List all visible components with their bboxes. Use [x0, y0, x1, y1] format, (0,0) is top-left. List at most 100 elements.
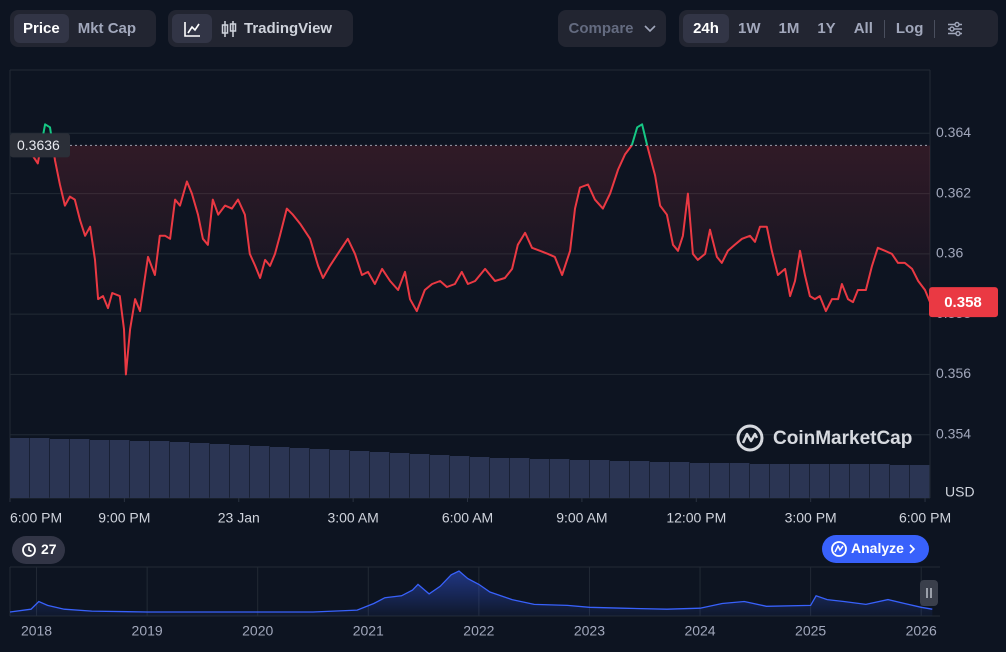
volume-bar — [290, 448, 310, 498]
analyze-icon-mark — [834, 544, 844, 553]
volume-bar — [750, 464, 770, 498]
baseline-tag — [10, 133, 70, 158]
volume-bar — [430, 455, 450, 498]
history-badge-bg[interactable] — [12, 536, 65, 564]
volume-bar — [70, 439, 90, 498]
overview-handle[interactable] — [920, 580, 938, 606]
chart-style-group: TradingView — [168, 10, 353, 47]
overview-year-label: 2024 — [684, 623, 715, 639]
volume-bar — [630, 461, 650, 498]
analyze-button-bg[interactable] — [822, 535, 929, 563]
volume-bar — [570, 460, 590, 498]
volume-bar — [210, 444, 230, 498]
tradingview-label: TradingView — [244, 20, 333, 37]
settings-button[interactable] — [937, 14, 973, 43]
volume-bar — [350, 451, 370, 498]
volume-bar — [550, 459, 570, 498]
volume-bar — [850, 464, 870, 498]
volume-bar — [50, 439, 70, 498]
volume-bar — [110, 440, 130, 498]
volume-bar — [650, 462, 670, 498]
x-tick-label: 6:00 AM — [442, 510, 493, 526]
volume-bar — [370, 452, 390, 498]
compare-label: Compare — [568, 20, 634, 37]
overview-year-label: 2025 — [795, 623, 826, 639]
price-line-down — [10, 145, 930, 376]
range-button[interactable]: 1M — [778, 20, 800, 37]
range-button[interactable]: 1W — [738, 20, 761, 37]
watermark: CoinMarketCap — [736, 424, 912, 452]
analyze-icon — [831, 541, 847, 557]
watermark-text: CoinMarketCap — [773, 428, 912, 449]
volume-bar — [150, 441, 170, 498]
overview-line — [9, 570, 933, 613]
overview-year-label: 2022 — [463, 623, 494, 639]
analyze-button[interactable]: Analyze — [822, 535, 929, 563]
history-badge[interactable]: 27 — [12, 536, 65, 564]
mode-button[interactable]: Price — [14, 14, 69, 43]
overview-year-label: 2020 — [242, 623, 273, 639]
volume-bar — [450, 456, 470, 498]
volume-bar — [310, 449, 330, 498]
volume-bar — [610, 461, 630, 498]
volume-bar — [330, 450, 350, 498]
x-tick-label: 12:00 PM — [666, 510, 726, 526]
y-tick-label: 0.364 — [936, 124, 971, 140]
x-tick-label: 9:00 AM — [556, 510, 607, 526]
volume-bar — [730, 463, 750, 498]
volume-bar — [590, 460, 610, 498]
y-tick-label: 0.356 — [936, 365, 971, 381]
volume-bar — [710, 463, 730, 498]
line-chart-button[interactable] — [172, 14, 212, 43]
log-button[interactable]: Log — [895, 20, 924, 37]
compare-chevron — [643, 24, 656, 32]
volume-bar — [30, 438, 50, 498]
x-tick-label: 9:00 PM — [98, 510, 150, 526]
range-button[interactable]: All — [853, 20, 873, 37]
volume-bar — [130, 441, 150, 498]
volume-bar — [810, 464, 830, 498]
overview-handle-bg[interactable] — [920, 580, 938, 606]
volume-bar — [670, 462, 690, 498]
x-tick-label: 23 Jan — [218, 510, 260, 526]
compare-dropdown[interactable]: Compare — [558, 10, 666, 47]
range-button[interactable]: 24h — [683, 14, 729, 43]
mode-button[interactable]: Mkt Cap — [77, 20, 137, 37]
x-tick-label: 3:00 PM — [785, 510, 837, 526]
candle-icon — [221, 20, 237, 37]
range-button[interactable]: 1Y — [817, 20, 836, 37]
baseline-label: 0.3636 — [17, 137, 60, 153]
analyze-label: Analyze — [851, 540, 904, 556]
y-tick-label: 0.354 — [936, 425, 971, 441]
volume-bar — [270, 447, 290, 498]
overview-year-label: 2018 — [21, 623, 52, 639]
volume-bar — [830, 464, 850, 498]
volume-bar — [530, 459, 550, 498]
volume-bar — [170, 442, 190, 498]
volume-bar — [390, 453, 410, 498]
volume-bar — [890, 465, 910, 498]
last-price-label: 0.358 — [944, 294, 982, 311]
volume-bar — [470, 457, 490, 498]
watermark-logo — [736, 424, 764, 452]
price-area — [10, 145, 930, 375]
tradingview-button[interactable]: TradingView — [212, 14, 341, 43]
watermark-logo-mark — [741, 432, 759, 444]
volume-bar — [90, 440, 110, 498]
y-tick-label: 0.362 — [936, 184, 971, 200]
overview-year-label: 2026 — [906, 623, 937, 639]
volume-bar — [230, 445, 250, 498]
line-icon — [184, 21, 200, 37]
history-icon-hand — [28, 546, 32, 553]
x-tick-label: 3:00 AM — [327, 510, 378, 526]
mode-group: Price Mkt Cap — [10, 10, 156, 47]
volume-bar — [510, 458, 530, 498]
volume-bar — [910, 465, 930, 498]
y-tick-label: 0.36 — [936, 245, 963, 261]
volume-bar — [490, 458, 510, 498]
volume-bar — [10, 438, 30, 498]
overview-area — [10, 571, 933, 616]
last-price-tag — [929, 287, 998, 318]
history-count: 27 — [41, 541, 57, 557]
